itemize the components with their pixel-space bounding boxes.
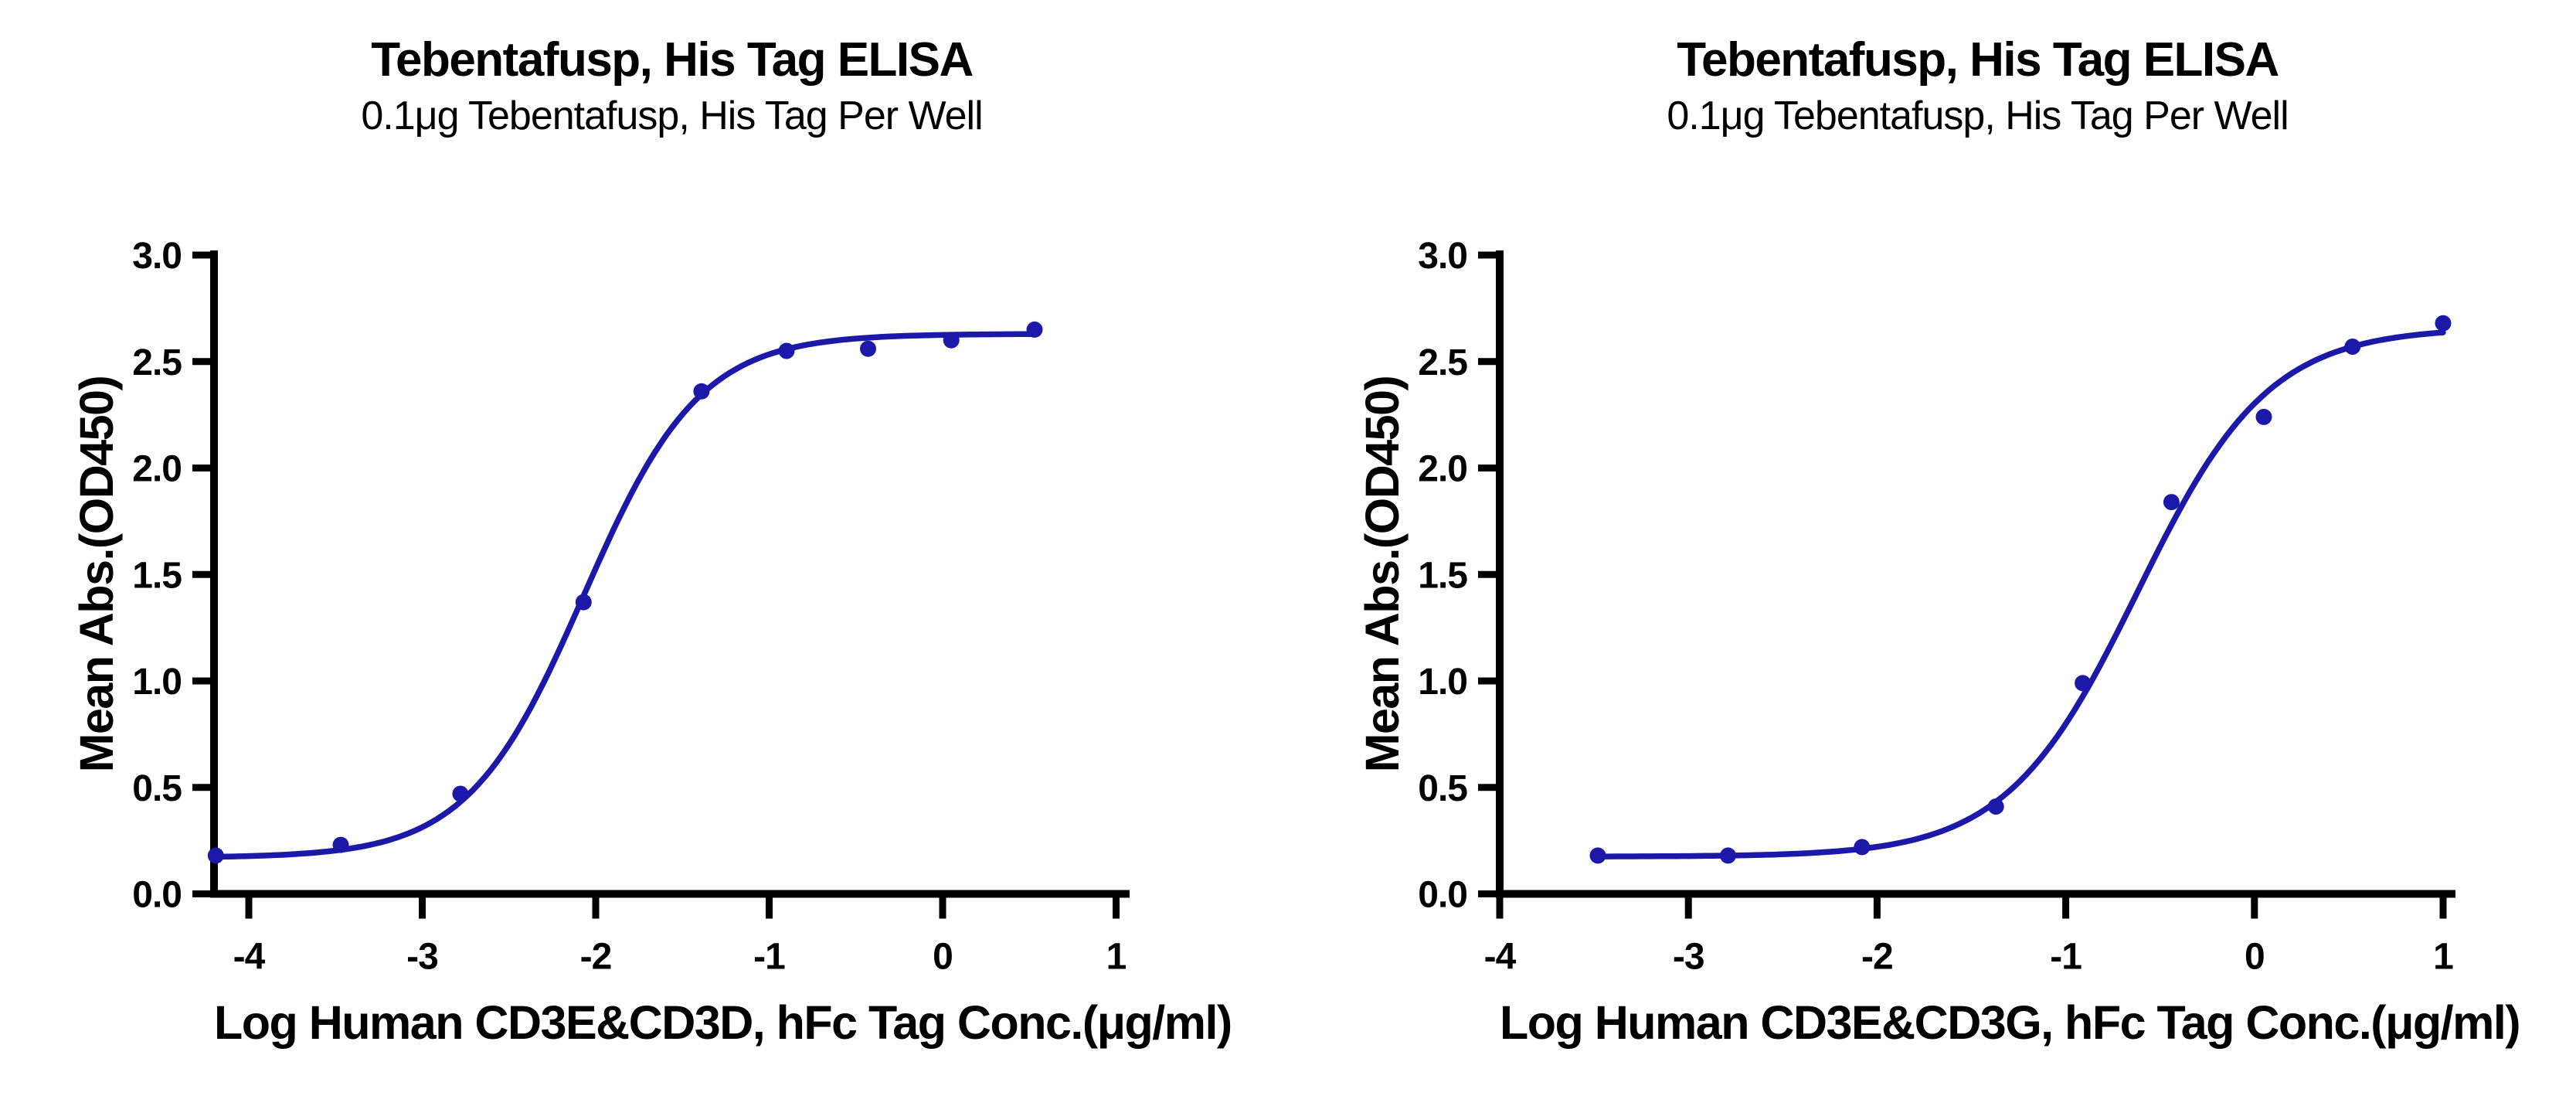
y-tick-label: 0.5 (132, 768, 182, 809)
x-tick-label: 0 (933, 937, 953, 978)
x-tick-label: -2 (580, 937, 612, 978)
chart-subtitle: 0.1μg Tebentafusp, His Tag Per Well (1667, 94, 2289, 138)
x-tick-label: 1 (2433, 937, 2453, 978)
data-point (2435, 315, 2452, 332)
x-tick-label: -3 (1673, 937, 1704, 978)
data-point (2075, 675, 2092, 692)
axis-lines (1496, 250, 2455, 898)
fit-curve (1595, 329, 2446, 859)
x-tick-label: 0 (2245, 937, 2265, 978)
x-axis-label: Log Human CD3E&CD3D, hFc Tag Conc.(μg/ml… (214, 996, 1232, 1049)
plot-area-cd3e-cd3d: 0.0 0.5 1.0 1.5 2.0 2.5 3.0 -4 -3 -2 -1 0 1 (132, 236, 1130, 978)
data-point (575, 594, 592, 611)
x-tick-label: -3 (406, 937, 438, 978)
data-point (1026, 321, 1043, 338)
data-point (860, 340, 876, 357)
x-tick-label: -4 (233, 937, 266, 978)
y-tick-label: 1.5 (132, 555, 182, 596)
y-tick-label: 2.0 (132, 449, 182, 490)
data-point (693, 383, 710, 400)
y-tick-label: 2.5 (1418, 342, 1467, 383)
data-point (2344, 339, 2361, 355)
y-tick-label: 1.0 (132, 662, 182, 703)
x-tick-label: -1 (2050, 937, 2082, 978)
data-point (1854, 839, 1871, 856)
chart-title: Tebentafusp, His Tag ELISA (1677, 33, 2279, 87)
y-tick-label: 3.0 (132, 236, 182, 277)
data-point (1720, 847, 1736, 864)
y-tick-label: 0.0 (132, 875, 182, 916)
y-tick-label: 0.0 (1418, 875, 1467, 916)
y-tick-label: 1.5 (1418, 555, 1467, 596)
y-tick-label: 2.5 (132, 342, 182, 383)
y-tick-label: 0.5 (1418, 768, 1467, 809)
data-point (1987, 798, 2004, 815)
fit-curve (212, 331, 1038, 860)
x-tick-label: -1 (753, 937, 785, 978)
chart-cd3e-cd3g: Tebentafusp, His Tag ELISA 0.1μg Tebenta… (1500, 0, 2521, 1096)
y-tick-label: 3.0 (1418, 236, 1467, 277)
data-point (332, 836, 349, 853)
y-tick-label: 1.0 (1418, 662, 1467, 703)
chart-cd3e-cd3d: Tebentafusp, His Tag ELISA 0.1μg Tebenta… (214, 0, 1232, 1096)
data-point (1589, 847, 1606, 864)
x-tick-label: -2 (1861, 937, 1893, 978)
y-tick-label: 2.0 (1418, 449, 1467, 490)
data-point (207, 847, 224, 864)
axis-lines (210, 250, 1130, 898)
data-point (452, 785, 469, 802)
chart-title: Tebentafusp, His Tag ELISA (371, 33, 974, 87)
data-point (2163, 494, 2180, 511)
data-point (778, 342, 795, 359)
data-point (943, 332, 960, 349)
data-point (2255, 408, 2272, 425)
x-tick-label: -4 (1484, 937, 1517, 978)
chart-subtitle: 0.1μg Tebentafusp, His Tag Per Well (361, 94, 983, 138)
plot-area-cd3e-cd3g: 0.0 0.5 1.0 1.5 2.0 2.5 3.0 -4 -3 -2 -1 0 1 (1418, 236, 2455, 978)
x-axis-label: Log Human CD3E&CD3G, hFc Tag Conc.(μg/ml… (1500, 996, 2521, 1049)
x-tick-label: 1 (1106, 937, 1127, 978)
